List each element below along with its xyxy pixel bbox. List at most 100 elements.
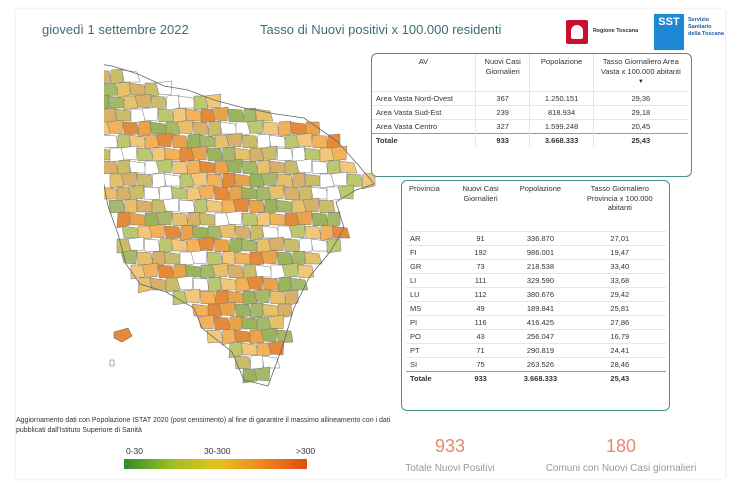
col-header[interactable]: Popolazione bbox=[529, 54, 594, 91]
municipality-area[interactable] bbox=[192, 277, 210, 292]
municipality-area[interactable] bbox=[200, 108, 216, 124]
municipality-area[interactable] bbox=[207, 276, 222, 294]
municipality-area[interactable] bbox=[218, 301, 236, 317]
municipality-area[interactable] bbox=[260, 145, 278, 161]
col-header[interactable]: Tasso Giornaliero Area Vasta x 100.000 a… bbox=[592, 54, 688, 91]
municipality-area[interactable] bbox=[214, 160, 230, 176]
municipality-area[interactable] bbox=[303, 173, 323, 187]
municipality-area[interactable] bbox=[240, 186, 260, 200]
municipality-area[interactable] bbox=[120, 249, 138, 265]
municipality-area[interactable] bbox=[291, 172, 306, 190]
municipality-area[interactable] bbox=[128, 212, 148, 226]
municipality-area[interactable] bbox=[331, 225, 351, 239]
municipality-area[interactable] bbox=[249, 173, 265, 189]
municipality-area[interactable] bbox=[121, 225, 141, 239]
municipality-area[interactable] bbox=[281, 262, 299, 278]
municipality-area[interactable] bbox=[326, 238, 342, 254]
municipality-area[interactable] bbox=[178, 199, 196, 214]
municipality-area[interactable] bbox=[262, 277, 280, 292]
municipality-area[interactable] bbox=[242, 290, 258, 306]
municipality-area[interactable] bbox=[233, 147, 253, 161]
municipality-area[interactable] bbox=[199, 290, 217, 305]
municipality-area[interactable] bbox=[127, 236, 145, 252]
municipality-area[interactable] bbox=[186, 186, 202, 202]
municipality-area[interactable] bbox=[225, 132, 243, 148]
municipality-area[interactable] bbox=[311, 212, 329, 227]
municipality-area[interactable] bbox=[338, 160, 358, 174]
municipality-area[interactable] bbox=[211, 106, 229, 122]
municipality-area[interactable] bbox=[177, 95, 197, 109]
municipality-area[interactable] bbox=[234, 225, 252, 240]
municipality-area[interactable] bbox=[116, 186, 132, 202]
municipality-area[interactable] bbox=[249, 224, 264, 242]
municipality-area[interactable] bbox=[176, 119, 194, 135]
municipality-area[interactable] bbox=[192, 121, 210, 136]
municipality-area[interactable] bbox=[225, 210, 243, 226]
municipality-area[interactable] bbox=[206, 173, 224, 188]
municipality-area[interactable] bbox=[311, 134, 329, 149]
municipality-area[interactable] bbox=[207, 120, 222, 138]
municipality-area[interactable] bbox=[319, 173, 335, 189]
municipality-area[interactable] bbox=[104, 134, 119, 149]
municipality-area[interactable] bbox=[144, 134, 160, 150]
municipality-area[interactable] bbox=[109, 68, 124, 86]
col-header[interactable]: Nuovi Casi Giornalieri bbox=[462, 184, 499, 203]
municipality-area[interactable] bbox=[157, 108, 175, 123]
municipality-area[interactable] bbox=[248, 199, 266, 214]
municipality-area[interactable] bbox=[260, 249, 278, 265]
municipality-area[interactable] bbox=[221, 250, 236, 268]
municipality-area[interactable] bbox=[268, 134, 288, 148]
municipality-area[interactable] bbox=[276, 173, 294, 188]
municipality-area[interactable] bbox=[233, 173, 253, 187]
municipality-area[interactable] bbox=[268, 160, 288, 174]
municipality-area[interactable] bbox=[253, 288, 271, 304]
municipality-area[interactable] bbox=[163, 251, 183, 265]
municipality-area[interactable] bbox=[183, 288, 201, 304]
municipality-area[interactable] bbox=[136, 173, 154, 188]
municipality-area[interactable] bbox=[190, 145, 208, 161]
municipality-area[interactable] bbox=[170, 186, 190, 200]
municipality-area[interactable] bbox=[198, 134, 218, 148]
municipality-area[interactable] bbox=[261, 355, 281, 369]
municipality-area[interactable] bbox=[283, 186, 301, 201]
municipality-area[interactable] bbox=[219, 277, 239, 291]
municipality-area[interactable] bbox=[277, 276, 292, 294]
municipality-area[interactable] bbox=[276, 251, 294, 266]
municipality-area[interactable] bbox=[137, 120, 152, 138]
municipality-area[interactable] bbox=[114, 108, 134, 122]
municipality-area[interactable] bbox=[249, 302, 264, 320]
col-header[interactable]: Tasso Giornaliero Provincia x 100.000 ab… bbox=[586, 184, 653, 212]
municipality-area[interactable] bbox=[179, 224, 194, 242]
municipality-area[interactable] bbox=[262, 121, 280, 136]
municipality-area[interactable] bbox=[171, 134, 189, 149]
municipality-area[interactable] bbox=[149, 121, 169, 135]
municipality-area[interactable] bbox=[214, 134, 230, 150]
municipality-area[interactable] bbox=[319, 147, 335, 163]
municipality-area[interactable] bbox=[249, 251, 265, 267]
municipality-area[interactable] bbox=[104, 94, 110, 111]
municipality-area[interactable] bbox=[310, 186, 330, 200]
municipality-area[interactable] bbox=[155, 132, 173, 148]
municipality-area[interactable] bbox=[246, 119, 264, 135]
municipality-area[interactable] bbox=[106, 119, 124, 135]
municipality-area[interactable] bbox=[233, 329, 253, 343]
municipality-area[interactable] bbox=[295, 132, 313, 148]
municipality-area[interactable] bbox=[148, 223, 166, 239]
municipality-area[interactable] bbox=[295, 158, 313, 174]
municipality-area[interactable] bbox=[235, 277, 251, 293]
municipality-area[interactable] bbox=[211, 262, 229, 278]
municipality-area[interactable] bbox=[302, 197, 320, 213]
municipality-area[interactable] bbox=[198, 212, 218, 226]
municipality-area[interactable] bbox=[346, 173, 364, 188]
municipality-area[interactable] bbox=[191, 225, 211, 239]
municipality-area[interactable] bbox=[319, 224, 334, 242]
tuscany-municipalities-map[interactable] bbox=[104, 56, 404, 388]
municipality-area[interactable] bbox=[162, 197, 180, 213]
municipality-area[interactable] bbox=[228, 315, 243, 333]
municipality-area[interactable] bbox=[226, 290, 246, 304]
municipality-area[interactable] bbox=[128, 134, 148, 148]
municipality-area[interactable] bbox=[289, 121, 309, 135]
municipality-area[interactable] bbox=[150, 95, 168, 110]
municipality-area[interactable] bbox=[198, 160, 218, 174]
municipality-area[interactable] bbox=[165, 277, 181, 293]
